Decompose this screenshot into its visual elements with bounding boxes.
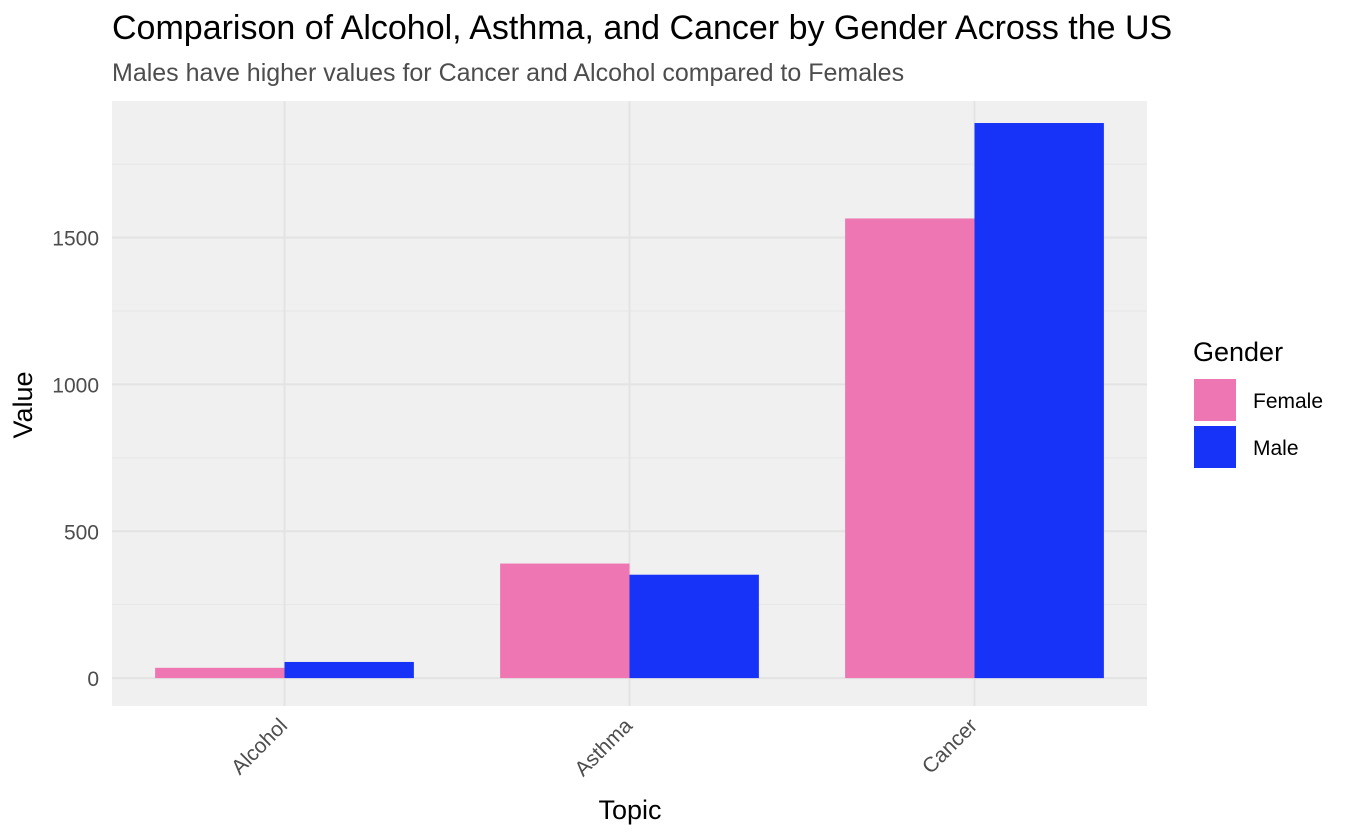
chart-subtitle: Males have higher values for Cancer and … (112, 59, 904, 87)
x-tick-label: Asthma (570, 714, 637, 781)
legend-title: Gender (1193, 337, 1283, 367)
chart-title: Comparison of Alcohol, Asthma, and Cance… (112, 9, 1172, 47)
bar-female-alcohol (155, 667, 285, 679)
legend-label-female: Female (1253, 390, 1323, 413)
bar-female-asthma (500, 563, 630, 679)
y-tick-label: 1000 (52, 374, 99, 397)
bar-male-alcohol (284, 661, 414, 679)
x-tick-label: Cancer (918, 714, 982, 778)
legend-key-female (1194, 379, 1236, 421)
x-axis-title: Topic (598, 795, 661, 825)
x-tick-label: Alcohol (227, 714, 292, 779)
y-tick-label: 1500 (52, 228, 99, 251)
y-tick-label: 500 (64, 521, 99, 544)
plot-area: 0 500 1000 1500 Alcohol Asthma Cancer (52, 101, 1147, 781)
bar-female-cancer (845, 218, 975, 679)
y-axis-title: Value (8, 371, 38, 438)
y-tick-label: 0 (87, 668, 99, 691)
legend: Gender Female Male (1193, 337, 1323, 468)
bar-male-cancer (974, 123, 1104, 679)
legend-key-male (1194, 426, 1236, 468)
bar-male-asthma (629, 574, 759, 679)
legend-label-male: Male (1253, 437, 1299, 460)
